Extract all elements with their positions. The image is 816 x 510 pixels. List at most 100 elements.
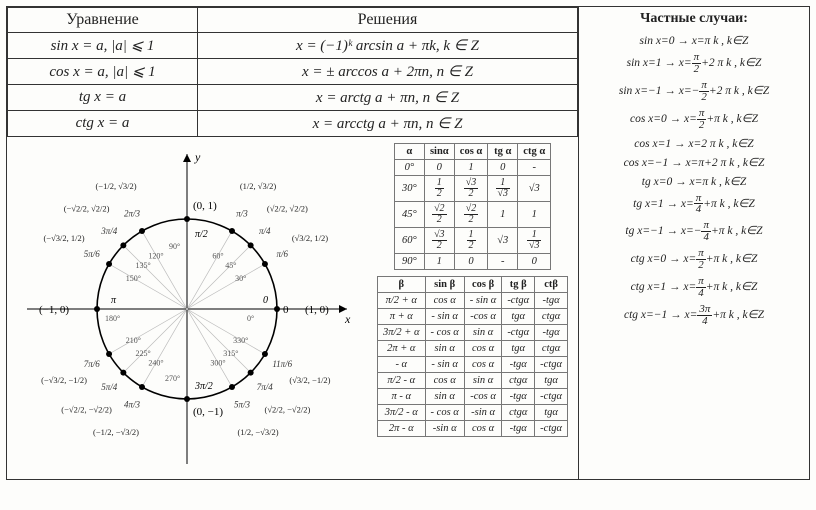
svg-text:π/4: π/4 bbox=[259, 226, 271, 236]
red-cell: -sin α bbox=[425, 420, 464, 436]
red-cell: -cos α bbox=[464, 308, 502, 324]
red-cell: -ctgα bbox=[502, 292, 535, 308]
red-cell: 2π - α bbox=[378, 420, 426, 436]
lower-left-row: xy30°π/6(√3/2, 1/2)45°π/4(√2/2, √2/2)60°… bbox=[7, 137, 578, 479]
svg-text:π/6: π/6 bbox=[277, 249, 289, 259]
svg-text:270°: 270° bbox=[165, 374, 180, 383]
svg-text:(−√3/2, 1/2): (−√3/2, 1/2) bbox=[43, 233, 84, 243]
eq-table-cell: ctg x = a bbox=[8, 111, 198, 137]
red-header: sin β bbox=[425, 276, 464, 292]
svg-text:120°: 120° bbox=[148, 251, 163, 260]
trig-cell: 0 bbox=[424, 160, 454, 176]
eq-table-cell: x = (−1)ᵏ arcsin a + πk, k ∈ Z bbox=[198, 33, 578, 59]
red-cell: -tgα bbox=[535, 324, 568, 340]
red-cell: 3π/2 + α bbox=[378, 324, 426, 340]
svg-text:11π/6: 11π/6 bbox=[272, 359, 292, 369]
svg-text:(−√3/2, −1/2): (−√3/2, −1/2) bbox=[41, 375, 87, 385]
trig-header: α bbox=[394, 144, 424, 160]
svg-text:π/2: π/2 bbox=[195, 229, 208, 240]
red-cell: -tgα bbox=[535, 292, 568, 308]
trig-cell: 0 bbox=[454, 253, 487, 269]
red-cell: -tgα bbox=[502, 356, 535, 372]
red-cell: - α bbox=[378, 356, 426, 372]
svg-text:7π/6: 7π/6 bbox=[84, 359, 101, 369]
red-cell: - cos α bbox=[425, 404, 464, 420]
svg-text:y: y bbox=[194, 150, 201, 164]
eq-table-cell: x = arctg a + πn, n ∈ Z bbox=[198, 85, 578, 111]
svg-text:7π/4: 7π/4 bbox=[257, 382, 274, 392]
red-cell: π + α bbox=[378, 308, 426, 324]
red-header: ctβ bbox=[535, 276, 568, 292]
trig-cell: 12 bbox=[454, 227, 487, 253]
red-cell: π/2 + α bbox=[378, 292, 426, 308]
eq-table-cell: sin x = a, |a| ⩽ 1 bbox=[8, 33, 198, 59]
svg-text:π: π bbox=[111, 295, 117, 306]
trig-cell: √22 bbox=[454, 201, 487, 227]
red-cell: 3π/2 - α bbox=[378, 404, 426, 420]
red-cell: sin α bbox=[464, 324, 502, 340]
red-cell: cos α bbox=[464, 340, 502, 356]
svg-text:5π/4: 5π/4 bbox=[101, 382, 118, 392]
svg-text:60°: 60° bbox=[212, 251, 223, 260]
trig-cell: 0 bbox=[518, 253, 551, 269]
special-case-line: sin x=0 → x=π k , k∈Z bbox=[585, 33, 803, 47]
special-cases-column: Частные случаи: sin x=0 → x=π k , k∈Zsin… bbox=[578, 7, 809, 479]
svg-text:180°: 180° bbox=[105, 314, 120, 323]
equation-table: УравнениеРешенияsin x = a, |a| ⩽ 1x = (−… bbox=[7, 7, 578, 137]
red-cell: -ctgα bbox=[535, 356, 568, 372]
trig-cell: 0 bbox=[488, 160, 518, 176]
red-cell: ctgα bbox=[535, 308, 568, 324]
svg-text:0°: 0° bbox=[247, 314, 254, 323]
special-case-line: ctg x=−1 → x=3π4+π k , k∈Z bbox=[585, 304, 803, 327]
red-cell: tgα bbox=[502, 308, 535, 324]
trig-cell: 1 bbox=[488, 201, 518, 227]
svg-text:210°: 210° bbox=[126, 336, 141, 345]
svg-text:(√3/2, 1/2): (√3/2, 1/2) bbox=[292, 233, 328, 243]
trig-cell: √3 bbox=[488, 227, 518, 253]
trig-cell: √3 bbox=[518, 176, 551, 202]
red-header: β bbox=[378, 276, 426, 292]
red-cell: cos α bbox=[425, 292, 464, 308]
eq-table-cell: x = ± arccos a + 2πn, n ∈ Z bbox=[198, 59, 578, 85]
unit-circle-diagram: xy30°π/6(√3/2, 1/2)45°π/4(√2/2, √2/2)60°… bbox=[11, 141, 363, 471]
svg-text:(0, 1): (0, 1) bbox=[193, 200, 217, 212]
svg-text:(1/2, √3/2): (1/2, √3/2) bbox=[240, 181, 276, 191]
trig-cell: 1√3 bbox=[518, 227, 551, 253]
special-case-line: tg x=−1 → x=−π4+π k , k∈Z bbox=[585, 220, 803, 243]
svg-text:(−1/2, −√3/2): (−1/2, −√3/2) bbox=[93, 427, 139, 437]
main-eq-block: УравнениеРешенияsin x = a, |a| ⩽ 1x = (−… bbox=[7, 7, 578, 137]
red-cell: - sin α bbox=[425, 308, 464, 324]
red-cell: tgα bbox=[535, 372, 568, 388]
trig-cell: 1 bbox=[518, 201, 551, 227]
red-cell: -ctgα bbox=[535, 420, 568, 436]
trig-cell: 1 bbox=[454, 160, 487, 176]
trig-header: ctg α bbox=[518, 144, 551, 160]
svg-text:315°: 315° bbox=[223, 349, 238, 358]
red-cell: cos α bbox=[425, 372, 464, 388]
eq-table-header: Решения bbox=[198, 8, 578, 33]
svg-text:(−√2/2, √2/2): (−√2/2, √2/2) bbox=[64, 204, 110, 214]
red-header: cos β bbox=[464, 276, 502, 292]
special-case-line: tg x=1 → x=π4+π k , k∈Z bbox=[585, 193, 803, 216]
red-cell: -sin α bbox=[464, 404, 502, 420]
red-cell: cos α bbox=[464, 356, 502, 372]
special-case-line: ctg x=0 → x=π2+π k , k∈Z bbox=[585, 248, 803, 271]
red-cell: -tgα bbox=[502, 420, 535, 436]
trig-cell: 60° bbox=[394, 227, 424, 253]
trig-cell: √32 bbox=[454, 176, 487, 202]
trig-values-table: αsinαcos αtg αctg α0°010-30°12√321√3√345… bbox=[394, 143, 551, 270]
trig-header: tg α bbox=[488, 144, 518, 160]
svg-text:5π/3: 5π/3 bbox=[234, 399, 251, 409]
svg-text:135°: 135° bbox=[136, 261, 151, 270]
eq-table-cell: tg x = a bbox=[8, 85, 198, 111]
svg-text:0: 0 bbox=[283, 304, 289, 316]
svg-text:0: 0 bbox=[263, 295, 268, 306]
svg-text:5π/6: 5π/6 bbox=[84, 249, 101, 259]
red-cell: ctgα bbox=[502, 372, 535, 388]
special-case-line: cos x=0 → x=π2+π k , k∈Z bbox=[585, 108, 803, 131]
tables-cell: αsinαcos αtg αctg α0°010-30°12√321√3√345… bbox=[367, 137, 578, 479]
special-cases-list: sin x=0 → x=π k , k∈Zsin x=1 → x=π2+2 π … bbox=[585, 33, 803, 327]
svg-text:300°: 300° bbox=[210, 359, 225, 368]
trig-cell: 30° bbox=[394, 176, 424, 202]
reference-sheet: УравнениеРешенияsin x = a, |a| ⩽ 1x = (−… bbox=[6, 6, 810, 480]
